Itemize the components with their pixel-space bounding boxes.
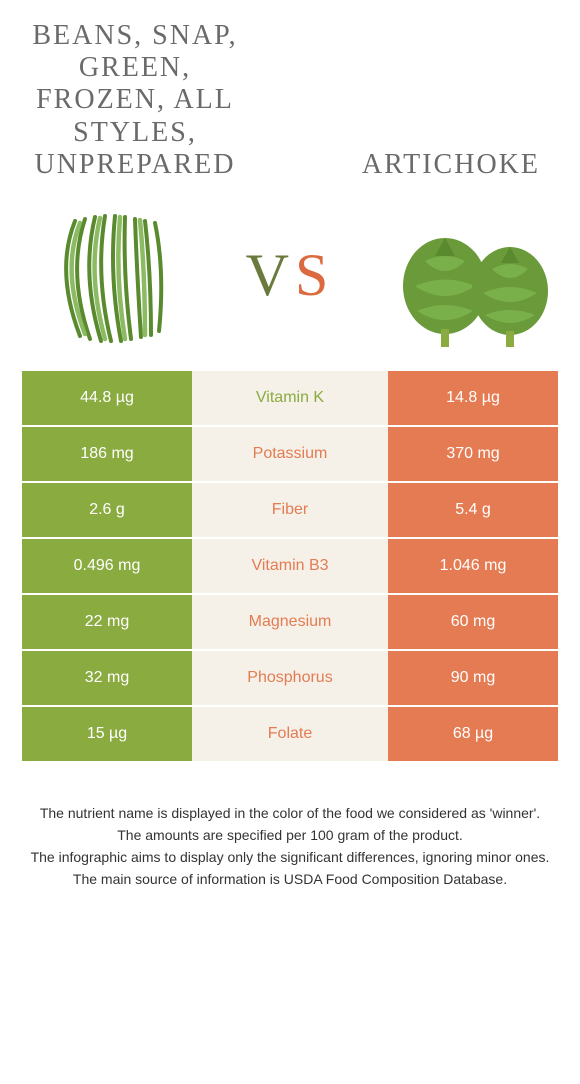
nutrient-name: Magnesium [192,595,388,649]
value-right: 14.8 µg [388,371,558,425]
images-row: VS [0,191,580,371]
vs-s: S [295,242,334,308]
value-right: 68 µg [388,707,558,761]
nutrient-row: 0.496 mgVitamin B31.046 mg [22,539,558,593]
nutrient-name: Vitamin K [192,371,388,425]
nutrient-row: 32 mgPhosphorus90 mg [22,651,558,705]
nutrient-name: Potassium [192,427,388,481]
nutrient-row: 2.6 gFiber5.4 g [22,483,558,537]
header: Beans, snap, green, frozen, all styles, … [0,0,580,191]
nutrient-name: Vitamin B3 [192,539,388,593]
value-right: 60 mg [388,595,558,649]
value-left: 32 mg [22,651,192,705]
nutrient-row: 22 mgMagnesium60 mg [22,595,558,649]
value-left: 44.8 µg [22,371,192,425]
nutrient-table: 44.8 µgVitamin K14.8 µg186 mgPotassium37… [0,371,580,763]
value-left: 2.6 g [22,483,192,537]
nutrient-name: Fiber [192,483,388,537]
nutrient-row: 15 µgFolate68 µg [22,707,558,761]
vs-label: VS [246,241,335,310]
value-right: 90 mg [388,651,558,705]
nutrient-name: Phosphorus [192,651,388,705]
footer-line: The amounts are specified per 100 gram o… [25,825,555,846]
food-title-right: Artichoke [340,149,550,181]
nutrient-name: Folate [192,707,388,761]
value-left: 0.496 mg [22,539,192,593]
nutrient-row: 44.8 µgVitamin K14.8 µg [22,371,558,425]
value-right: 1.046 mg [388,539,558,593]
artichoke-image [385,201,555,351]
value-left: 22 mg [22,595,192,649]
nutrient-row: 186 mgPotassium370 mg [22,427,558,481]
footer-notes: The nutrient name is displayed in the co… [0,763,580,911]
infographic-container: Beans, snap, green, frozen, all styles, … [0,0,580,1084]
value-right: 5.4 g [388,483,558,537]
green-beans-image [25,201,195,351]
value-left: 15 µg [22,707,192,761]
value-left: 186 mg [22,427,192,481]
footer-line: The main source of information is USDA F… [25,869,555,890]
vs-v: V [246,242,295,308]
value-right: 370 mg [388,427,558,481]
food-title-left: Beans, snap, green, frozen, all styles, … [30,20,240,181]
footer-line: The infographic aims to display only the… [25,847,555,868]
footer-line: The nutrient name is displayed in the co… [25,803,555,824]
